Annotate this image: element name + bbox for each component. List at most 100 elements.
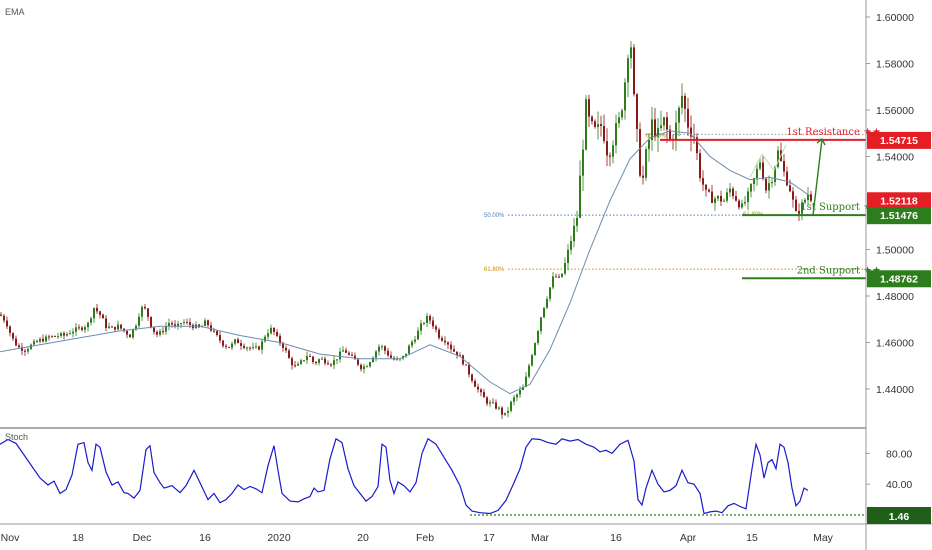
stoch-indicator-label[interactable]: Stoch xyxy=(5,432,29,442)
candle-body xyxy=(468,364,470,375)
candle-body xyxy=(615,123,617,146)
candle-body xyxy=(702,178,704,185)
candle-body xyxy=(234,339,236,344)
candle-body xyxy=(159,331,161,335)
candle-body xyxy=(321,358,323,360)
candle-body xyxy=(225,345,227,347)
candle-body xyxy=(738,200,740,208)
fib-label: 61.80% xyxy=(484,267,505,273)
candle-body xyxy=(147,308,149,317)
candle-body xyxy=(486,397,488,404)
candle-body xyxy=(309,356,311,358)
candle-body xyxy=(675,122,677,140)
candle-body xyxy=(99,311,101,315)
candle-body xyxy=(387,350,389,356)
candle-body xyxy=(186,322,188,324)
candle-body xyxy=(585,99,587,150)
candle-body xyxy=(636,94,638,130)
candle-body xyxy=(6,320,8,327)
current-price-tag: 1.52118 xyxy=(880,195,918,207)
candle-body xyxy=(141,306,143,317)
candle-body xyxy=(405,353,407,356)
candle-body xyxy=(162,331,164,333)
candle-body xyxy=(333,360,335,366)
candle-body xyxy=(507,410,509,413)
x-tick-label: Mar xyxy=(531,532,550,544)
candle-body xyxy=(465,364,467,366)
level-label: 1st Resistance ★★ xyxy=(786,127,881,138)
candle-body xyxy=(807,194,809,200)
candle-body xyxy=(441,338,443,341)
candle-body xyxy=(177,323,179,326)
candle-body xyxy=(447,342,449,345)
candle-body xyxy=(624,82,626,111)
candle-body xyxy=(342,350,344,352)
candle-body xyxy=(645,149,647,178)
candle-body xyxy=(570,241,572,250)
candle-body xyxy=(66,334,68,336)
candle-body xyxy=(21,347,23,351)
candle-body xyxy=(453,349,455,352)
candle-body xyxy=(330,364,332,366)
candle-body xyxy=(315,362,317,364)
candle-body xyxy=(474,380,476,387)
candle-body xyxy=(450,344,452,350)
level-label: 2nd Support ★★ xyxy=(797,265,881,276)
candle-body xyxy=(297,363,299,366)
candle-body xyxy=(336,359,338,361)
candle-body xyxy=(351,354,353,356)
candle-body xyxy=(519,390,521,395)
candle-body xyxy=(15,338,17,346)
candle-body xyxy=(372,357,374,363)
candle-body xyxy=(369,362,371,367)
candle-body xyxy=(276,331,278,336)
x-tick-label: Feb xyxy=(416,532,434,544)
candle-body xyxy=(651,119,653,141)
candle-body xyxy=(117,324,119,330)
candle-body xyxy=(639,129,641,176)
support2-price-tag: 1.48762 xyxy=(880,273,918,285)
candle-body xyxy=(525,376,527,387)
candle-body xyxy=(423,322,425,324)
candle-body xyxy=(735,196,737,201)
candle-body xyxy=(396,359,398,361)
candle-body xyxy=(522,386,524,391)
candle-body xyxy=(777,150,779,167)
candle-body xyxy=(477,386,479,390)
candle-body xyxy=(498,407,500,409)
candle-body xyxy=(612,145,614,157)
candle-body xyxy=(189,322,191,325)
candle-body xyxy=(360,364,362,370)
candle-body xyxy=(357,359,359,365)
candle-body xyxy=(264,336,266,342)
candle-body xyxy=(42,338,44,342)
candle-body xyxy=(759,162,761,169)
candle-body xyxy=(723,200,725,202)
candle-body xyxy=(267,333,269,337)
candle-body xyxy=(114,326,116,330)
x-tick-label: Nov xyxy=(1,532,20,544)
y-tick-label: 1.56000 xyxy=(876,105,914,117)
arrow-head xyxy=(816,137,826,146)
candle-body xyxy=(726,192,728,201)
x-tick-label: 18 xyxy=(72,532,84,544)
candle-body xyxy=(414,339,416,342)
candle-body xyxy=(462,355,464,365)
candle-body xyxy=(438,329,440,339)
x-tick-label: 17 xyxy=(483,532,495,544)
candle-body xyxy=(156,331,158,335)
candle-body xyxy=(603,125,605,142)
ema-indicator-label[interactable]: EMA xyxy=(5,7,25,17)
candle-body xyxy=(45,336,47,342)
candle-body xyxy=(648,140,650,150)
y-tick-label: 1.58000 xyxy=(876,59,914,71)
candle-body xyxy=(609,155,611,157)
candle-body xyxy=(231,343,233,348)
candle-body xyxy=(579,175,581,218)
candle-body xyxy=(696,137,698,154)
candle-body xyxy=(363,366,365,370)
candle-body xyxy=(33,341,35,345)
candle-body xyxy=(255,346,257,348)
candle-body xyxy=(567,249,569,263)
